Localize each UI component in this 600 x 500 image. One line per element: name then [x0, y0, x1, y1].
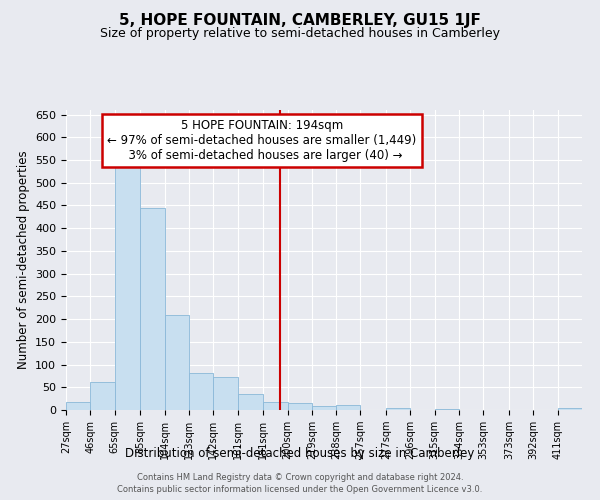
Bar: [435, 408, 459, 410]
Bar: [263, 402, 287, 410]
Bar: [115, 164, 140, 410]
Text: Size of property relative to semi-detached houses in Camberley: Size of property relative to semi-detach…: [100, 28, 500, 40]
Bar: [287, 403, 312, 410]
Bar: [336, 406, 361, 410]
Text: Contains public sector information licensed under the Open Government Licence v3: Contains public sector information licen…: [118, 485, 482, 494]
Bar: [312, 406, 336, 410]
Bar: [238, 394, 263, 410]
Text: 5 HOPE FOUNTAIN: 194sqm
← 97% of semi-detached houses are smaller (1,449)
  3% o: 5 HOPE FOUNTAIN: 194sqm ← 97% of semi-de…: [107, 119, 417, 162]
Bar: [189, 372, 213, 410]
Y-axis label: Number of semi-detached properties: Number of semi-detached properties: [17, 150, 29, 370]
Bar: [213, 378, 238, 410]
Bar: [557, 408, 582, 410]
Text: Distribution of semi-detached houses by size in Camberley: Distribution of semi-detached houses by …: [125, 448, 475, 460]
Bar: [164, 314, 189, 410]
Bar: [140, 208, 164, 410]
Text: 5, HOPE FOUNTAIN, CAMBERLEY, GU15 1JF: 5, HOPE FOUNTAIN, CAMBERLEY, GU15 1JF: [119, 12, 481, 28]
Bar: [66, 402, 91, 410]
Bar: [386, 408, 410, 410]
Text: Contains HM Land Registry data © Crown copyright and database right 2024.: Contains HM Land Registry data © Crown c…: [137, 472, 463, 482]
Bar: [91, 382, 115, 410]
